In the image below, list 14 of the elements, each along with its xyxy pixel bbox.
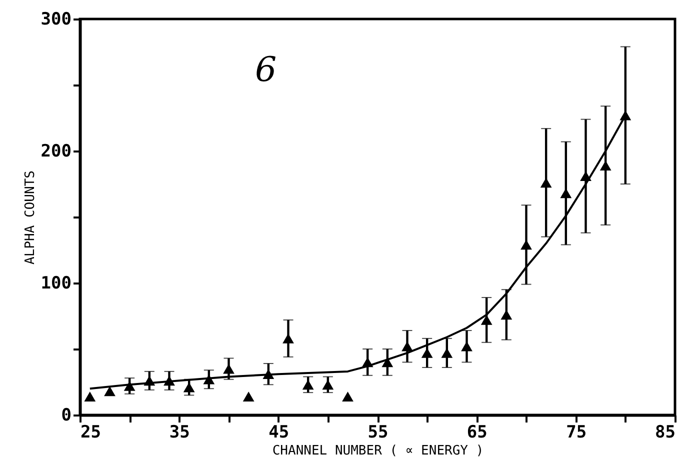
x-tick-label: 55 (368, 422, 388, 442)
x-tick-label: 25 (80, 422, 101, 442)
x-axis-title: CHANNEL NUMBER ( ∝ ENERGY ) (272, 444, 484, 458)
x-tick-label: 35 (169, 422, 190, 442)
y-tick-label: 300 (40, 10, 72, 30)
y-axis-title: ALPHA COUNTS (22, 170, 38, 264)
y-tick-label: 200 (40, 142, 72, 162)
x-tick-label: 65 (466, 422, 488, 442)
y-tick-label: 0 (61, 406, 72, 426)
x-tick-label: 85 (655, 422, 676, 442)
annotation: 6 (255, 50, 277, 90)
y-tick-label: 100 (40, 274, 72, 294)
x-tick-label: 75 (566, 422, 587, 442)
x-tick-label: 45 (268, 422, 290, 442)
